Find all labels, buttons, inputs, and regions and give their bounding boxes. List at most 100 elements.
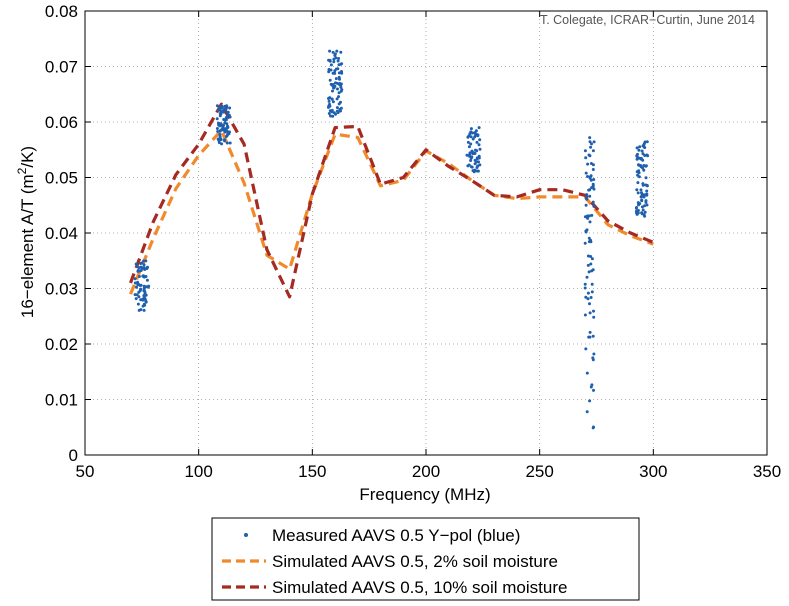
measured-point	[591, 168, 595, 171]
measured-point	[584, 230, 588, 234]
measured-point	[227, 113, 231, 117]
measured-point	[338, 77, 341, 81]
measured-point	[635, 146, 639, 150]
measured-point	[141, 298, 145, 302]
measured-point	[589, 296, 593, 299]
measured-point	[332, 86, 335, 90]
measured-point	[137, 308, 141, 312]
measured-point	[223, 130, 227, 134]
measured-point	[142, 284, 146, 288]
measured-point	[636, 191, 640, 195]
measured-point	[215, 104, 219, 108]
measured-point	[139, 287, 143, 291]
x-tick-label: 300	[639, 462, 667, 481]
measured-point	[635, 206, 638, 209]
measured-point	[329, 63, 333, 67]
measured-point	[590, 257, 594, 261]
series-sim-10pct	[129, 102, 654, 299]
measured-point	[335, 106, 339, 110]
measured-point	[139, 269, 143, 272]
measured-point	[590, 282, 594, 286]
measured-point	[588, 220, 592, 224]
series-sim-2pct	[129, 128, 654, 295]
measured-point	[219, 138, 223, 142]
measured-point	[590, 269, 594, 273]
measured-point	[478, 138, 482, 142]
measured-point	[592, 187, 596, 191]
measured-point	[592, 388, 595, 392]
measured-point	[333, 71, 337, 75]
measured-point	[591, 426, 595, 430]
measured-point	[339, 82, 343, 86]
measured-point	[327, 112, 331, 115]
measured-point	[583, 286, 587, 290]
measured-point	[592, 204, 596, 208]
measured-point	[330, 110, 334, 114]
measured-point	[225, 126, 229, 130]
measured-point	[469, 130, 473, 134]
measured-point	[591, 200, 595, 204]
measured-point	[140, 261, 144, 265]
measured-point	[583, 215, 587, 219]
measured-point	[591, 149, 595, 153]
measured-point	[223, 138, 227, 142]
measured-point	[591, 163, 595, 167]
axis-ticks	[84, 10, 768, 456]
measured-point	[474, 148, 477, 152]
measured-point	[467, 163, 471, 167]
measured-point	[637, 175, 641, 179]
measured-point	[636, 156, 640, 159]
y-tick-label: 0.08	[45, 2, 78, 21]
measured-point	[639, 188, 643, 192]
measured-point	[327, 70, 331, 74]
measured-point	[586, 216, 590, 220]
x-tick-label: 350	[753, 462, 781, 481]
measured-point	[217, 141, 221, 145]
measured-point	[643, 154, 647, 157]
measured-point	[337, 91, 341, 95]
measured-point	[635, 188, 639, 192]
x-tick-label: 200	[412, 462, 440, 481]
measured-point	[337, 71, 341, 75]
measured-point	[332, 60, 336, 64]
measured-point	[478, 147, 482, 151]
measured-point	[584, 171, 588, 175]
measured-point	[636, 209, 640, 212]
measured-point	[226, 111, 230, 115]
legend-box	[211, 517, 640, 601]
measured-point	[144, 300, 148, 304]
measured-point	[331, 50, 335, 54]
measured-point	[591, 358, 595, 362]
measured-point	[635, 211, 638, 215]
measured-point	[588, 302, 591, 306]
measured-point	[583, 149, 587, 153]
measured-point	[335, 109, 339, 113]
measured-point	[136, 302, 140, 306]
measured-point	[137, 282, 140, 286]
measured-point	[135, 285, 138, 289]
measured-point	[641, 144, 645, 148]
measured-point	[334, 67, 338, 71]
measured-point	[228, 106, 232, 110]
measured-point	[589, 238, 592, 242]
measured-point	[465, 153, 469, 157]
measured-point	[334, 112, 337, 116]
measured-point	[339, 62, 343, 66]
measured-point	[592, 352, 596, 356]
measured-point	[586, 254, 590, 258]
y-axis-label-sup: 2	[15, 167, 29, 174]
measured-point	[222, 110, 226, 114]
measured-point	[592, 309, 595, 313]
measured-point	[328, 59, 332, 63]
measured-point	[142, 259, 146, 263]
measured-point	[327, 99, 331, 103]
measured-point	[584, 196, 588, 200]
measured-point	[134, 262, 138, 266]
measured-point	[136, 269, 140, 272]
measured-point	[334, 77, 338, 81]
x-tick-label: 150	[298, 462, 326, 481]
measured-point	[637, 163, 641, 167]
measured-point	[224, 118, 228, 122]
measured-point	[645, 203, 649, 207]
measured-point	[591, 185, 595, 189]
